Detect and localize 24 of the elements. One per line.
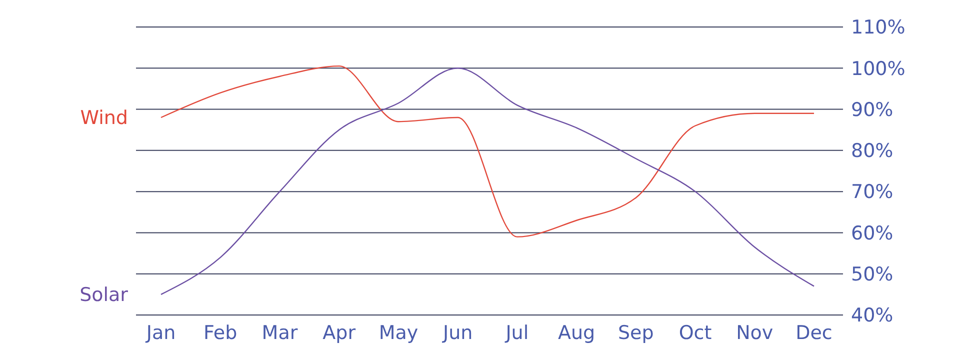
y-tick-label: 80% [851,140,894,162]
x-tick-label: Oct [678,322,712,344]
x-tick-label: Apr [322,322,356,344]
x-tick-label: Jul [504,322,529,344]
y-tick-label: 50% [851,264,894,286]
x-tick-label: Aug [558,322,596,344]
x-tick-label: Mar [262,322,298,344]
y-tick-label: 100% [851,58,906,80]
y-tick-label: 70% [851,181,894,204]
series-label: Solar [80,284,128,306]
series-label: Wind [80,107,128,130]
line-series [160,68,815,296]
x-tick-label: Feb [204,322,238,344]
y-tick-label: 40% [851,304,894,327]
x-tick-label: Nov [736,322,774,344]
x-tick-label: Sep [618,322,654,344]
y-tick-label: 60% [851,222,894,244]
x-tick-label: Jan [145,322,176,344]
y-tick-label: 110% [851,16,906,39]
x-tick-label: Jun [442,322,473,344]
y-tick-label: 90% [851,98,894,121]
x-tick-label: May [378,322,418,344]
line-series [160,65,815,238]
x-tick-label: Dec [796,322,832,344]
